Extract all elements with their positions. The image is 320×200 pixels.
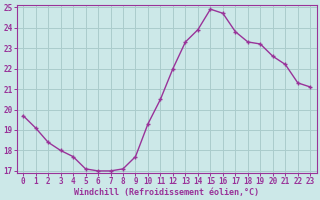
X-axis label: Windchill (Refroidissement éolien,°C): Windchill (Refroidissement éolien,°C) bbox=[74, 188, 259, 197]
